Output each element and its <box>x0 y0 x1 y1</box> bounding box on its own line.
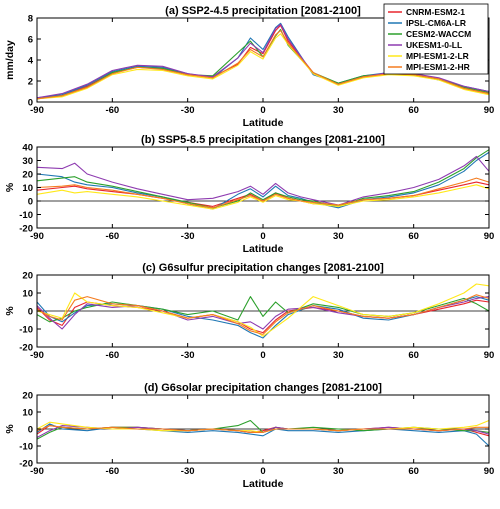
x-tick-label: 90 <box>484 105 495 116</box>
y-tick-label: 30 <box>22 156 33 167</box>
x-tick-label: 60 <box>408 231 419 242</box>
y-tick-label: 40 <box>22 143 33 154</box>
y-tick-label: 4 <box>28 56 34 67</box>
legend-label: CESM2-WACCM <box>406 29 471 39</box>
chart-title: (b) SSP5-8.5 precipitation changes [2081… <box>141 134 385 146</box>
x-tick-label: 90 <box>484 466 495 477</box>
y-tick-label: 0 <box>28 307 33 318</box>
y-tick-label: -20 <box>19 224 33 235</box>
x-tick-label: 0 <box>260 105 265 116</box>
y-tick-label: 10 <box>22 183 33 194</box>
y-axis-label: % <box>4 424 16 434</box>
legend-label: MPI-ESM1-2-LR <box>406 51 469 61</box>
chart-title: (c) G6sulfur precipitation changes [2081… <box>142 262 384 274</box>
x-tick-label: 0 <box>260 466 265 477</box>
x-axis-label: Latitude <box>243 243 284 255</box>
y-tick-label: 0 <box>28 197 33 208</box>
x-axis-label: Latitude <box>243 117 284 129</box>
y-tick-label: 10 <box>22 408 33 419</box>
x-tick-label: 30 <box>333 231 344 242</box>
legend-box <box>383 3 489 75</box>
x-tick-label: 60 <box>408 105 419 116</box>
y-tick-label: 20 <box>22 391 33 402</box>
chart-panel-1: (a) SSP2-4.5 precipitation [2081-2100] -9… <box>4 3 495 129</box>
chart-panel-4: (d) G6solar precipitation changes [2081-… <box>4 382 494 490</box>
series-line-ipsl-cm6a-lr <box>36 151 490 210</box>
x-tick-label: 0 <box>260 231 265 242</box>
series-line-mpi-esm1-2-hr <box>36 294 490 335</box>
y-tick-label: 0 <box>28 98 33 109</box>
x-tick-label: 30 <box>333 350 344 361</box>
plot-frame <box>36 146 490 229</box>
x-tick-label: -60 <box>105 231 119 242</box>
y-axis-label: mm/day <box>4 40 16 80</box>
y-tick-label: -10 <box>19 442 33 453</box>
x-tick-label: -30 <box>181 350 195 361</box>
series-line-mpi-esm1-2-lr <box>36 184 490 210</box>
x-tick-label: -30 <box>181 466 195 477</box>
series-line-mpi-esm1-2-lr <box>36 283 490 337</box>
y-axis-label: % <box>4 306 16 316</box>
legend-label: MPI-ESM1-2-HR <box>406 62 470 72</box>
chart-title: (d) G6solar precipitation changes [2081-… <box>144 382 382 394</box>
legend-label: CNRM-ESM2-1 <box>406 7 465 17</box>
y-tick-label: 20 <box>22 170 33 181</box>
chart-panel-3: (c) G6sulfur precipitation changes [2081… <box>4 262 494 361</box>
x-tick-label: -90 <box>30 105 44 116</box>
x-tick-label: -90 <box>30 350 44 361</box>
x-tick-label: -60 <box>105 105 119 116</box>
legend-label: UKESM1-0-LL <box>406 40 462 50</box>
legend-label: IPSL-CM6A-LR <box>406 18 466 28</box>
x-tick-label: 60 <box>408 350 419 361</box>
x-tick-label: -30 <box>181 231 195 242</box>
x-tick-label: 90 <box>484 350 495 361</box>
x-tick-label: 60 <box>408 466 419 477</box>
series-line-ipsl-cm6a-lr <box>36 423 490 447</box>
y-tick-label: 6 <box>28 35 33 46</box>
series-line-mpi-esm1-2-hr <box>36 425 489 433</box>
y-tick-label: -10 <box>19 325 33 336</box>
y-tick-label: -20 <box>19 343 33 354</box>
series-line-cesm2-waccm <box>36 149 490 209</box>
x-tick-label: -60 <box>105 466 119 477</box>
y-tick-label: 8 <box>28 14 33 25</box>
x-tick-label: 30 <box>333 466 344 477</box>
panels-layer: (a) SSP2-4.5 precipitation [2081-2100] -9… <box>4 3 495 490</box>
series-line-ipsl-cm6a-lr <box>36 296 490 339</box>
x-axis-label: Latitude <box>243 478 284 490</box>
series-line-ukesm1-0-ll <box>36 155 490 206</box>
y-tick-label: 0 <box>28 425 33 436</box>
y-tick-label: 10 <box>22 289 33 300</box>
y-tick-label: -10 <box>19 210 33 221</box>
x-tick-label: -90 <box>30 466 44 477</box>
x-tick-label: 90 <box>484 231 495 242</box>
x-tick-label: -60 <box>105 350 119 361</box>
x-tick-label: -90 <box>30 231 44 242</box>
series-line-cesm2-waccm <box>36 296 490 323</box>
chart-panel-2: (b) SSP5-8.5 precipitation changes [2081… <box>4 134 494 255</box>
chart-title: (a) SSP2-4.5 precipitation [2081-2100] <box>165 5 361 17</box>
x-tick-label: -30 <box>181 105 195 116</box>
series-line-mpi-esm1-2-hr <box>36 177 490 209</box>
y-axis-label: % <box>4 182 16 192</box>
x-tick-label: 0 <box>260 350 265 361</box>
y-tick-label: 20 <box>22 271 33 282</box>
y-tick-label: 2 <box>28 77 33 88</box>
y-tick-label: -20 <box>19 459 33 470</box>
x-tick-label: 30 <box>333 105 344 116</box>
legend: CNRM-ESM2-1IPSL-CM6A-LRCESM2-WACCMUKESM1… <box>383 3 489 75</box>
series-line-mpi-esm1-2-lr <box>36 33 490 100</box>
